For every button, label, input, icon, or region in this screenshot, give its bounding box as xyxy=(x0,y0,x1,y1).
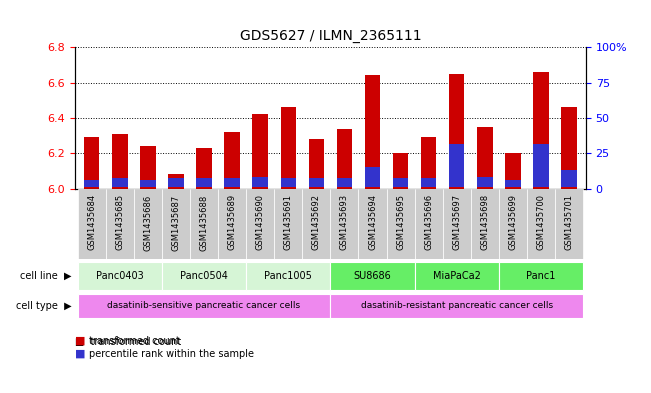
Bar xyxy=(134,189,162,259)
Bar xyxy=(365,167,380,187)
Text: GSM1435696: GSM1435696 xyxy=(424,194,433,250)
Text: GSM1435698: GSM1435698 xyxy=(480,194,490,250)
Text: GSM1435693: GSM1435693 xyxy=(340,194,349,250)
Bar xyxy=(527,189,555,259)
Bar xyxy=(359,189,387,259)
Text: GSM1435700: GSM1435700 xyxy=(536,194,546,250)
Bar xyxy=(190,189,218,259)
Text: GDS5627 / ILMN_2365111: GDS5627 / ILMN_2365111 xyxy=(240,29,421,43)
Bar xyxy=(449,73,464,189)
Bar xyxy=(499,189,527,259)
Bar xyxy=(140,146,156,189)
Bar xyxy=(84,180,100,187)
Text: ■: ■ xyxy=(75,349,85,359)
Bar xyxy=(84,137,100,189)
Text: GSM1435695: GSM1435695 xyxy=(396,194,405,250)
Bar xyxy=(112,134,128,189)
Bar xyxy=(162,262,246,290)
Text: GSM1435688: GSM1435688 xyxy=(199,194,208,251)
Text: GSM1435684: GSM1435684 xyxy=(87,194,96,250)
Bar xyxy=(309,139,324,189)
Text: Panc1005: Panc1005 xyxy=(264,271,312,281)
Bar xyxy=(246,189,274,259)
Text: GSM1435694: GSM1435694 xyxy=(368,194,377,250)
Bar xyxy=(281,178,296,187)
Bar xyxy=(197,148,212,189)
Bar xyxy=(246,262,330,290)
Text: cell type  ▶: cell type ▶ xyxy=(16,301,72,310)
Bar xyxy=(197,178,212,187)
Text: GSM1435685: GSM1435685 xyxy=(115,194,124,250)
Bar xyxy=(471,189,499,259)
Bar xyxy=(112,178,128,187)
Bar xyxy=(421,178,436,187)
Bar xyxy=(477,127,493,189)
Bar xyxy=(77,189,105,259)
Bar xyxy=(225,178,240,187)
Bar xyxy=(393,153,408,189)
Bar xyxy=(555,189,583,259)
Text: Panc1: Panc1 xyxy=(526,271,556,281)
Text: GSM1435690: GSM1435690 xyxy=(256,194,265,250)
Bar xyxy=(505,153,521,189)
Bar xyxy=(218,189,246,259)
Bar xyxy=(421,137,436,189)
Bar xyxy=(168,178,184,187)
Bar xyxy=(105,189,134,259)
Bar xyxy=(499,262,583,290)
Bar xyxy=(415,262,499,290)
Bar xyxy=(505,180,521,187)
Bar xyxy=(330,262,415,290)
Bar xyxy=(387,189,415,259)
Bar xyxy=(393,178,408,187)
Bar xyxy=(533,145,549,187)
Bar xyxy=(415,189,443,259)
Text: ■: ■ xyxy=(75,336,85,346)
Text: GSM1435697: GSM1435697 xyxy=(452,194,462,250)
Text: GSM1435691: GSM1435691 xyxy=(284,194,293,250)
Bar xyxy=(253,177,268,187)
Text: percentile rank within the sample: percentile rank within the sample xyxy=(89,349,254,359)
Text: GSM1435687: GSM1435687 xyxy=(171,194,180,251)
Bar xyxy=(561,107,577,189)
Text: GSM1435692: GSM1435692 xyxy=(312,194,321,250)
Bar xyxy=(162,189,190,259)
Bar xyxy=(225,132,240,189)
Text: GSM1435686: GSM1435686 xyxy=(143,194,152,251)
Text: dasatinib-sensitive pancreatic cancer cells: dasatinib-sensitive pancreatic cancer ce… xyxy=(107,301,301,310)
Bar xyxy=(168,174,184,189)
Bar xyxy=(561,170,577,187)
Bar xyxy=(309,178,324,187)
Bar xyxy=(281,107,296,189)
Text: MiaPaCa2: MiaPaCa2 xyxy=(433,271,480,281)
Bar xyxy=(253,114,268,189)
Bar xyxy=(477,177,493,187)
Text: transformed count: transformed count xyxy=(89,336,180,346)
Text: GSM1435701: GSM1435701 xyxy=(564,194,574,250)
Bar xyxy=(533,72,549,189)
Bar xyxy=(365,75,380,189)
Bar xyxy=(337,129,352,189)
Bar xyxy=(77,294,330,318)
Bar xyxy=(140,180,156,187)
Bar xyxy=(274,189,302,259)
Bar xyxy=(302,189,330,259)
Bar xyxy=(337,178,352,187)
Bar xyxy=(330,294,583,318)
Text: Panc0403: Panc0403 xyxy=(96,271,144,281)
Bar xyxy=(77,262,162,290)
Bar xyxy=(449,145,464,187)
Bar xyxy=(443,189,471,259)
Text: Panc0504: Panc0504 xyxy=(180,271,228,281)
Text: dasatinib-resistant pancreatic cancer cells: dasatinib-resistant pancreatic cancer ce… xyxy=(361,301,553,310)
Text: GSM1435699: GSM1435699 xyxy=(508,194,518,250)
Text: cell line  ▶: cell line ▶ xyxy=(20,271,72,281)
Text: SU8686: SU8686 xyxy=(353,271,391,281)
Text: GSM1435689: GSM1435689 xyxy=(228,194,236,250)
Bar xyxy=(330,189,359,259)
Text: ■  transformed count: ■ transformed count xyxy=(75,337,181,347)
